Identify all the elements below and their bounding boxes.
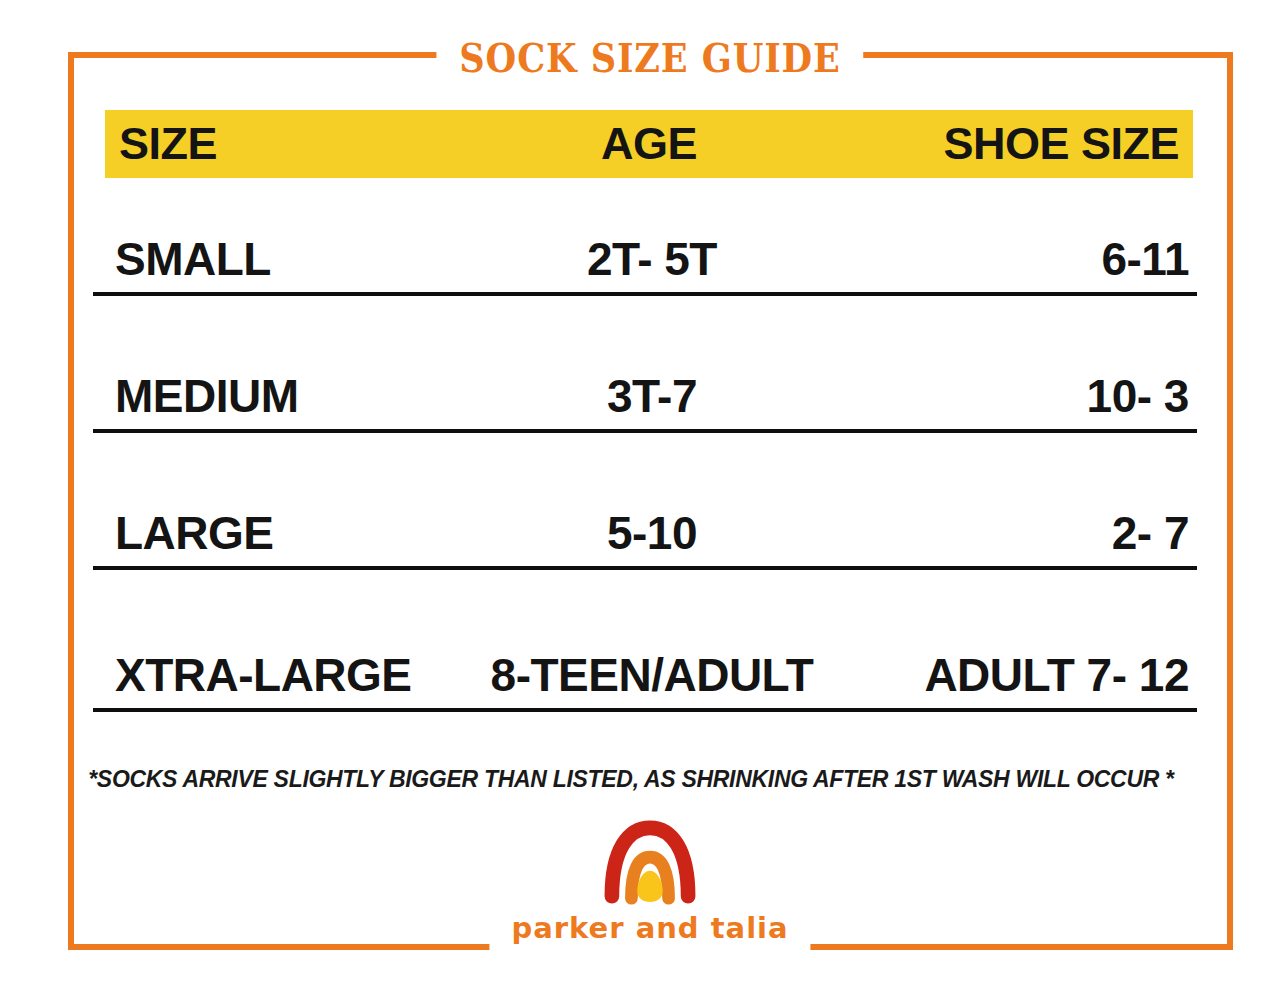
cell-age: 8-TEEN/ADULT xyxy=(437,648,867,702)
cell-age: 2T- 5T xyxy=(437,232,867,286)
header-size: SIZE xyxy=(119,118,437,170)
brand-name: parker and talia xyxy=(511,911,788,945)
table-row: MEDIUM 3T-7 10- 3 xyxy=(93,365,1197,433)
rainbow-logo-icon xyxy=(598,820,702,906)
cell-shoe-size: 6-11 xyxy=(867,232,1189,286)
header-shoe-size: SHOE SIZE xyxy=(861,118,1179,170)
brand-name-wrap: parker and talia xyxy=(489,907,810,953)
cell-size: MEDIUM xyxy=(115,369,437,423)
cell-shoe-size: ADULT 7- 12 xyxy=(867,648,1189,702)
cell-shoe-size: 10- 3 xyxy=(867,369,1189,423)
cell-age: 3T-7 xyxy=(437,369,867,423)
page-title-wrap: SOCK SIZE GUIDE xyxy=(436,34,863,82)
page-title: SOCK SIZE GUIDE xyxy=(459,34,840,81)
table-row: SMALL 2T- 5T 6-11 xyxy=(93,228,1197,296)
cell-size: LARGE xyxy=(115,506,437,560)
page-border-frame xyxy=(68,52,1233,950)
table-row: XTRA-LARGE 8-TEEN/ADULT ADULT 7- 12 xyxy=(93,644,1197,712)
header-age: AGE xyxy=(437,118,861,170)
table-header-row: SIZE AGE SHOE SIZE xyxy=(105,110,1193,178)
cell-size: SMALL xyxy=(115,232,437,286)
cell-age: 5-10 xyxy=(437,506,867,560)
cell-size: XTRA-LARGE xyxy=(115,648,437,702)
shrinkage-footnote: *SOCKS ARRIVE SLIGHTLY BIGGER THAN LISTE… xyxy=(0,766,1262,793)
sock-size-guide-page: SOCK SIZE GUIDE SIZE AGE SHOE SIZE SMALL… xyxy=(0,0,1262,995)
cell-shoe-size: 2- 7 xyxy=(867,506,1189,560)
table-row: LARGE 5-10 2- 7 xyxy=(93,502,1197,570)
